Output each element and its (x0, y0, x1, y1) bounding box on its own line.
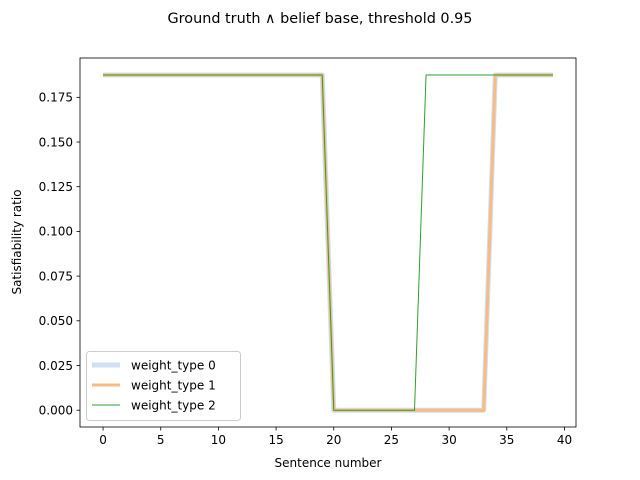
y-tick-label: 0.175 (39, 91, 73, 105)
x-tick-label: 15 (268, 433, 283, 447)
chart-title: Ground truth ∧ belief base, threshold 0.… (168, 11, 473, 27)
series-line-2 (103, 74, 553, 411)
axes-frame (79, 57, 577, 428)
x-axis-label: Sentence number (275, 456, 382, 470)
y-tick-label: 0.125 (39, 180, 73, 194)
x-tick-label: 40 (557, 433, 572, 447)
y-tick-label: 0.000 (39, 403, 73, 417)
y-axis-label: Satisfiability ratio (10, 189, 24, 294)
y-tick-label: 0.050 (39, 314, 73, 328)
y-tick-label: 0.075 (39, 269, 73, 283)
y-tick-label: 0.025 (39, 359, 73, 373)
x-tick-label: 5 (157, 433, 165, 447)
y-tick-label: 0.100 (39, 225, 73, 239)
y-tick-label: 0.150 (39, 135, 73, 149)
x-tick-label: 10 (211, 433, 226, 447)
legend: weight_type 0 weight_type 1 weight_type 2 (86, 351, 241, 421)
legend-frame (86, 351, 241, 421)
x-tick-label: 35 (499, 433, 514, 447)
legend-label-2: weight_type 2 (131, 399, 216, 413)
x-tick-label: 30 (441, 433, 456, 447)
x-tick-label: 20 (326, 433, 341, 447)
x-tick-label: 0 (99, 433, 107, 447)
plot-area: 0 5 10 15 20 25 30 35 40 0.000 0.025 0.050 0.075 0.10… (39, 57, 577, 447)
legend-label-1: weight_type 1 (131, 379, 216, 393)
legend-label-0: weight_type 0 (131, 359, 216, 373)
x-tick-label: 25 (384, 433, 399, 447)
